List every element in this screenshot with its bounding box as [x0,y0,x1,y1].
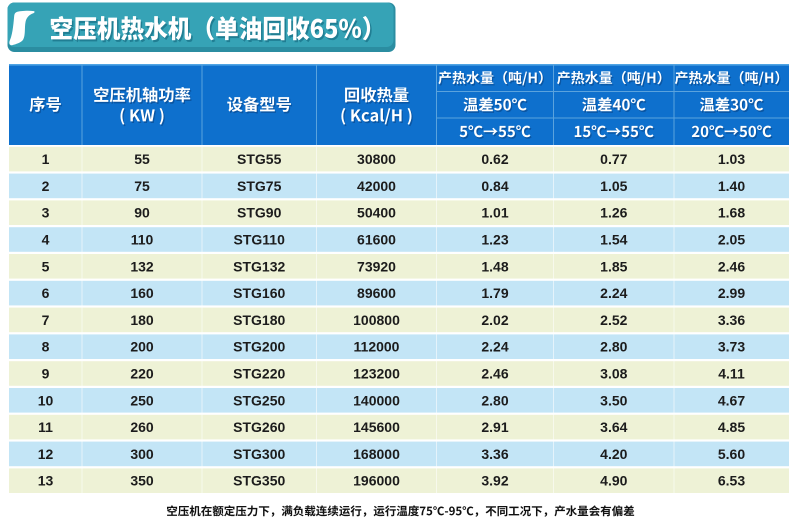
svg-text:STG250: STG250 [233,392,285,408]
svg-text:2.80: 2.80 [600,339,627,355]
svg-text:1.68: 1.68 [718,205,745,221]
svg-text:0.84: 0.84 [481,178,508,194]
svg-text:2.91: 2.91 [481,419,508,435]
svg-text:7: 7 [42,312,50,328]
svg-text:250: 250 [130,392,154,408]
svg-text:STG55: STG55 [237,151,282,167]
svg-text:9: 9 [42,366,50,382]
svg-text:STG90: STG90 [237,205,282,221]
svg-text:1.01: 1.01 [481,205,508,221]
svg-text:3.92: 3.92 [481,473,508,489]
svg-text:75: 75 [134,178,150,194]
svg-text:2.52: 2.52 [600,312,627,328]
svg-text:168000: 168000 [353,446,400,462]
svg-text:110: 110 [131,232,154,248]
svg-text:STG180: STG180 [233,312,285,328]
svg-text:2.46: 2.46 [718,258,745,274]
svg-text:STG300: STG300 [233,446,285,462]
svg-text:100800: 100800 [353,312,400,328]
svg-text:1.54: 1.54 [600,232,627,248]
svg-text:4.20: 4.20 [600,446,627,462]
svg-text:4: 4 [42,232,50,248]
svg-text:73920: 73920 [357,258,396,274]
svg-text:2.05: 2.05 [718,232,745,248]
svg-text:6.53: 6.53 [718,473,745,489]
svg-text:10: 10 [38,392,54,408]
svg-text:1.48: 1.48 [481,258,508,274]
svg-text:132: 132 [130,258,154,274]
svg-text:300: 300 [130,446,154,462]
svg-text:STG75: STG75 [237,178,282,194]
svg-text:220: 220 [130,366,154,382]
svg-text:260: 260 [130,419,154,435]
svg-text:2.24: 2.24 [481,339,508,355]
svg-text:61600: 61600 [357,232,396,248]
svg-text:2.80: 2.80 [481,392,508,408]
svg-text:350: 350 [130,473,154,489]
svg-text:STG200: STG200 [233,339,285,355]
svg-text:3.50: 3.50 [600,392,627,408]
svg-text:STG110: STG110 [234,232,286,248]
svg-text:145600: 145600 [353,419,400,435]
svg-text:1.79: 1.79 [481,285,508,301]
svg-text:11: 11 [38,419,53,435]
svg-text:1.03: 1.03 [718,151,745,167]
svg-text:13: 13 [38,473,54,489]
svg-text:196000: 196000 [353,473,400,489]
svg-text:6: 6 [42,285,50,301]
svg-text:STG160: STG160 [233,285,285,301]
svg-text:160: 160 [130,285,154,301]
svg-text:1.26: 1.26 [600,205,627,221]
svg-text:4.90: 4.90 [600,473,627,489]
svg-text:STG260: STG260 [233,419,285,435]
svg-text:1.40: 1.40 [718,178,745,194]
svg-text:3.73: 3.73 [718,339,745,355]
svg-text:5: 5 [42,258,50,274]
svg-text:4.85: 4.85 [718,419,745,435]
svg-text:3.36: 3.36 [481,446,508,462]
svg-text:8: 8 [42,339,50,355]
svg-text:90: 90 [134,205,150,221]
svg-text:50400: 50400 [357,205,396,221]
svg-text:3.36: 3.36 [718,312,745,328]
svg-text:89600: 89600 [357,285,396,301]
svg-text:STG132: STG132 [233,258,285,274]
svg-text:3.64: 3.64 [600,419,627,435]
svg-text:STG220: STG220 [233,366,285,382]
svg-text:5.60: 5.60 [718,446,745,462]
svg-text:3: 3 [42,205,50,221]
svg-text:30800: 30800 [357,151,396,167]
svg-text:4.11: 4.11 [718,366,745,382]
svg-text:2.02: 2.02 [481,312,508,328]
svg-text:1.85: 1.85 [600,258,627,274]
svg-text:140000: 140000 [353,392,400,408]
svg-text:180: 180 [130,312,154,328]
svg-text:2.24: 2.24 [600,285,627,301]
svg-text:4.67: 4.67 [718,392,745,408]
svg-text:2.99: 2.99 [718,285,745,301]
svg-text:2: 2 [42,178,50,194]
svg-text:200: 200 [130,339,154,355]
svg-text:42000: 42000 [357,178,396,194]
svg-text:2.46: 2.46 [481,366,508,382]
svg-text:12: 12 [38,446,54,462]
svg-text:1: 1 [42,151,50,167]
svg-text:STG350: STG350 [233,473,285,489]
svg-text:1.23: 1.23 [481,232,508,248]
svg-text:112000: 112000 [354,339,400,355]
svg-text:3.08: 3.08 [600,366,627,382]
svg-text:0.62: 0.62 [481,151,508,167]
svg-text:123200: 123200 [353,366,400,382]
svg-text:55: 55 [134,151,150,167]
svg-text:1.05: 1.05 [600,178,627,194]
svg-text:0.77: 0.77 [600,151,627,167]
